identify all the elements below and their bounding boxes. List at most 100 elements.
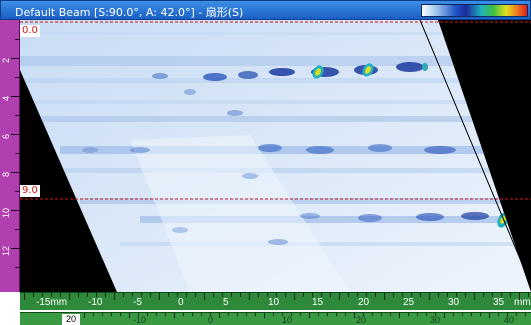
ruler-tick: [177, 293, 178, 297]
ruler-label: 4: [1, 95, 11, 101]
gate-top-label[interactable]: 0.0: [20, 25, 40, 37]
ruler-tick: [138, 313, 139, 316]
ruler-tick: [210, 313, 211, 316]
ruler-tick: [372, 313, 373, 316]
ruler-label: 30: [448, 297, 460, 308]
ruler-tick: [339, 293, 340, 300]
ruler-label: 0: [178, 297, 184, 308]
ruler-tick: [120, 313, 121, 316]
ruler-tick: [15, 153, 19, 154]
ruler-label: 2: [1, 57, 11, 63]
ruler-tick: [204, 293, 205, 300]
ruler-tick: [174, 313, 175, 318]
color-palette-bar[interactable]: [421, 4, 528, 17]
ruler-start-value: 20: [62, 314, 80, 325]
ruler-tick: [11, 248, 19, 249]
ruler-tick: [420, 293, 421, 297]
ruler-tick: [15, 229, 19, 230]
ruler-tick: [240, 293, 241, 297]
ruler-tick: [150, 293, 151, 297]
ruler-tick: [357, 293, 358, 297]
ruler-tick: [525, 313, 526, 316]
ruler-tick: [129, 313, 130, 318]
ruler-tick: [11, 210, 19, 211]
ruler-tick: [15, 115, 19, 116]
ruler-label: -10: [133, 315, 147, 325]
ruler-tick: [11, 134, 19, 135]
ruler-tick: [231, 293, 232, 297]
ruler-tick: [390, 313, 391, 316]
ruler-tick: [294, 293, 295, 300]
gate-middle-label[interactable]: 9.0: [20, 185, 40, 197]
ruler-tick: [267, 293, 268, 297]
left-depth-ruler[interactable]: 2 4 6 8 10 12: [0, 20, 20, 292]
ruler-tick: [462, 313, 463, 316]
ruler-tick: [111, 313, 112, 316]
ruler-tick: [438, 293, 439, 297]
ruler-tick: [15, 191, 19, 192]
ruler-tick: [303, 293, 304, 297]
ruler-label: 0: [208, 315, 214, 325]
ruler-tick: [501, 293, 502, 297]
ruler-tick: [375, 293, 376, 297]
ruler-tick: [24, 293, 25, 300]
ruler-tick: [354, 313, 355, 318]
ruler-tick: [528, 293, 529, 297]
ruler-label: 40: [504, 315, 515, 325]
ruler-tick: [321, 293, 322, 297]
ruler-tick: [492, 293, 493, 297]
ruler-tick: [186, 293, 187, 297]
ruler-tick: [453, 313, 454, 316]
ruler-tick: [147, 313, 148, 316]
ruler-tick: [15, 77, 19, 78]
title-bar: Default Beam [S:90.0°, A: 42.0°] - 扇形(S): [0, 0, 531, 20]
ruler-tick: [444, 313, 445, 318]
ruler-label: 8: [1, 171, 11, 177]
ruler-tick: [42, 293, 43, 297]
ruler-tick: [102, 313, 103, 316]
ruler-tick: [429, 293, 430, 300]
ruler-tick: [84, 313, 85, 318]
ruler-tick: [15, 267, 19, 268]
ruler-tick: [393, 293, 394, 297]
ruler-tick: [228, 313, 229, 316]
ruler-tick: [141, 293, 142, 297]
ruler-tick: [285, 293, 286, 297]
ruler-tick: [402, 293, 403, 297]
ruler-tick: [348, 293, 349, 297]
ruler-tick: [183, 313, 184, 316]
bottom-scan-ruler[interactable]: 20 -10 0 10 20 30 40: [20, 312, 531, 325]
ruler-tick: [237, 313, 238, 316]
ruler-tick: [381, 313, 382, 316]
ruler-tick: [168, 293, 169, 297]
ruler-tick: [165, 313, 166, 316]
sector-scan-image[interactable]: [20, 20, 531, 292]
bottom-index-ruler[interactable]: -15mm -10 -5 0 5 10 15 20 25 30 35 mm: [20, 292, 531, 310]
ruler-tick: [516, 313, 517, 316]
ruler-label: 12: [1, 245, 11, 256]
ruler-tick: [399, 313, 400, 318]
ruler-tick: [471, 313, 472, 316]
ruler-tick: [123, 293, 124, 297]
ruler-label: 20: [356, 315, 367, 325]
ruler-tick: [264, 313, 265, 318]
ruler-tick: [201, 313, 202, 316]
ruler-tick: [300, 313, 301, 316]
ruler-label: 10: [268, 297, 280, 308]
ruler-tick: [96, 293, 97, 297]
ruler-tick: [309, 313, 310, 318]
ruler-tick: [114, 293, 115, 300]
ruler-tick: [11, 172, 19, 173]
ruler-tick: [51, 293, 52, 297]
ruler-tick: [192, 313, 193, 316]
ruler-tick: [498, 313, 499, 316]
ruler-tick: [366, 293, 367, 297]
ruler-tick: [69, 293, 70, 300]
ruler-tick: [156, 313, 157, 316]
ruler-tick: [417, 313, 418, 316]
ruler-label: 20: [358, 297, 370, 308]
ruler-tick: [345, 313, 346, 316]
ruler-tick: [318, 313, 319, 316]
ruler-tick: [78, 293, 79, 297]
ruler-tick: [447, 293, 448, 297]
